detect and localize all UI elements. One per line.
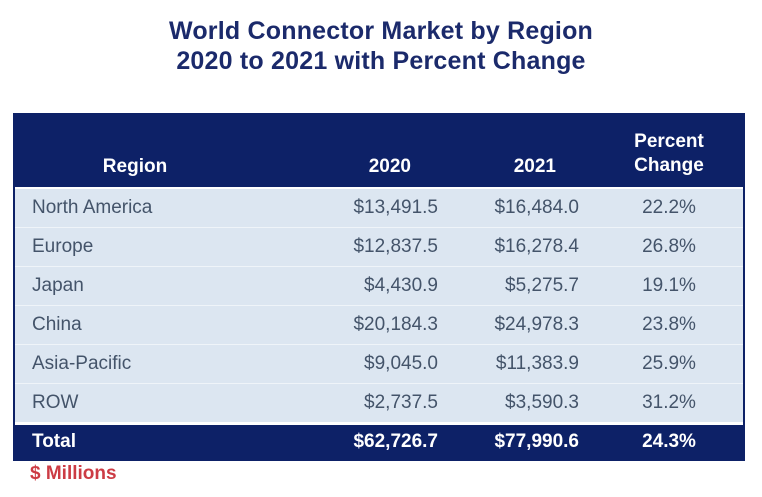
total-label: Total (32, 431, 76, 452)
region-cell: ROW (32, 392, 79, 413)
value-2020-cell: $20,184.3 (353, 314, 438, 335)
table-header-row: Region 2020 2021 Percent Change (15, 115, 743, 189)
table-body: North America $13,491.5 $16,484.0 22.2% … (15, 189, 743, 422)
percent-change-cell: 22.2% (642, 197, 696, 218)
region-cell: Europe (32, 236, 94, 257)
column-header-2021: 2021 (513, 156, 556, 177)
chart-title: World Connector Market by Region 2020 to… (0, 16, 762, 76)
value-2021-cell: $5,275.7 (505, 275, 579, 296)
column-header-region: Region (102, 156, 168, 177)
value-2020-cell: $13,491.5 (353, 197, 438, 218)
value-2020-cell: $4,430.9 (364, 275, 438, 296)
region-cell: Japan (32, 275, 84, 296)
value-2021-cell: $16,278.4 (494, 236, 579, 257)
market-table: Region 2020 2021 Percent Change North Am… (13, 113, 745, 461)
table-row: Asia-Pacific $9,045.0 $11,383.9 25.9% (15, 344, 743, 383)
total-2020-cell: $62,726.7 (353, 431, 438, 452)
title-line-1: World Connector Market by Region (168, 17, 594, 45)
value-2021-cell: $16,484.0 (494, 197, 579, 218)
units-footnote: $ Millions (30, 463, 117, 484)
value-2020-cell: $2,737.5 (364, 392, 438, 413)
table-row: Europe $12,837.5 $16,278.4 26.8% (15, 227, 743, 266)
region-cell: Asia-Pacific (32, 353, 132, 374)
region-cell: China (32, 314, 82, 335)
total-2021-cell: $77,990.6 (494, 431, 579, 452)
percent-change-cell: 25.9% (642, 353, 696, 374)
table-row: North America $13,491.5 $16,484.0 22.2% (15, 189, 743, 227)
percent-change-cell: 23.8% (642, 314, 696, 335)
percent-change-cell: 26.8% (642, 236, 696, 257)
column-header-percent-change: Percent Change (595, 130, 743, 187)
title-line-2: 2020 to 2021 with Percent Change (176, 47, 586, 75)
percent-change-cell: 31.2% (642, 392, 696, 413)
value-2020-cell: $12,837.5 (353, 236, 438, 257)
value-2021-cell: $24,978.3 (494, 314, 579, 335)
percent-change-cell: 19.1% (642, 275, 696, 296)
value-2020-cell: $9,045.0 (364, 353, 438, 374)
table-total-row: Total $62,726.7 $77,990.6 24.3% (15, 422, 743, 459)
column-header-2020: 2020 (368, 156, 411, 177)
region-cell: North America (32, 197, 153, 218)
percent-change-label: Percent Change (634, 131, 704, 176)
table-row: China $20,184.3 $24,978.3 23.8% (15, 305, 743, 344)
total-percent-change-cell: 24.3% (642, 431, 696, 452)
table-row: ROW $2,737.5 $3,590.3 31.2% (15, 383, 743, 422)
table-row: Japan $4,430.9 $5,275.7 19.1% (15, 266, 743, 305)
value-2021-cell: $3,590.3 (505, 392, 579, 413)
value-2021-cell: $11,383.9 (495, 353, 579, 374)
